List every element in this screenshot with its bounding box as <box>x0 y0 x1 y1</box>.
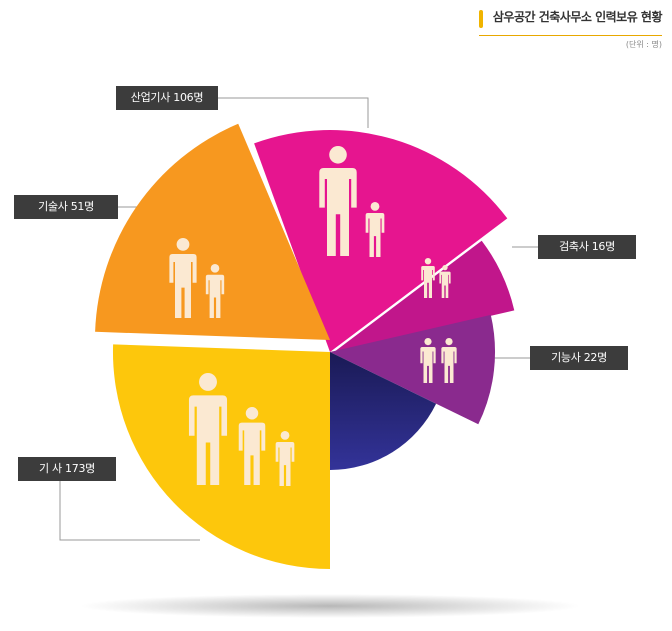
person-icon-geomchuk-2 <box>439 265 451 298</box>
title-accent-bar <box>478 10 483 28</box>
chart-title: 삼우공간 건축사무소 인력보유 현황 <box>492 10 663 24</box>
label-gisa: 기 사 173명 <box>18 457 116 481</box>
title-underline <box>478 35 662 36</box>
leader-lines <box>59 97 538 541</box>
person-icon-sanup-small <box>365 202 385 257</box>
label-sanup-gisa: 산업기사 106명 <box>116 86 218 110</box>
label-gineung-sa: 기능사 22명 <box>530 346 628 370</box>
person-icon-gisa-medium <box>238 407 266 485</box>
leader-line-sanup <box>218 97 369 128</box>
label-gisul-sa: 기술사 51명 <box>14 195 118 219</box>
person-icon-gisa-large <box>188 373 228 485</box>
person-icon-gisa-small <box>275 431 295 486</box>
person-icon-gisul-small <box>205 264 225 318</box>
slice-sanup <box>254 130 508 352</box>
floor-shadow <box>80 594 580 618</box>
person-icon-gisul-large <box>169 238 197 318</box>
slice-navy <box>330 352 437 470</box>
unit-label: (단위 : 명) <box>625 40 662 49</box>
person-icons <box>169 146 457 486</box>
legend-title-block: 삼우공간 건축사무소 인력보유 현황 (단위 : 명) <box>478 8 663 49</box>
leader-line-gisa <box>59 481 200 541</box>
person-icon-geomchuk-1 <box>421 258 435 298</box>
slice-gisa <box>112 344 331 569</box>
person-icon-sanup-large <box>319 146 357 256</box>
person-icon-gineung-2 <box>441 338 457 383</box>
person-icon-gineung-1 <box>420 338 436 383</box>
label-geomchuk-sa: 검축사 16명 <box>538 235 636 259</box>
pie-slices <box>95 123 515 569</box>
slice-gineung <box>330 314 496 425</box>
slice-gisul <box>95 123 330 340</box>
